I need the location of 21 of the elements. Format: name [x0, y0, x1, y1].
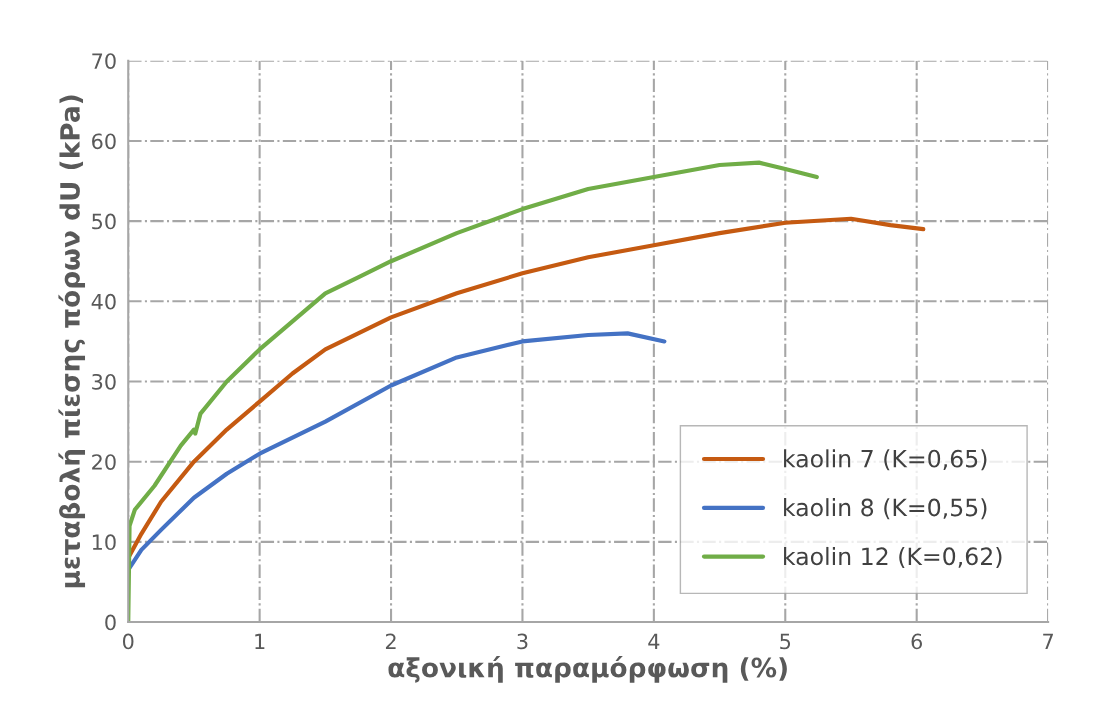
y-tick-label: 10 [92, 534, 116, 551]
legend-label: kaolin 8 (K=0,55) [784, 498, 987, 520]
x-tick-label: 6 [911, 633, 923, 650]
x-tick-label: 7 [1043, 633, 1053, 649]
y-tick-label: 20 [92, 454, 116, 470]
y-tick-label: 60 [92, 133, 116, 150]
y-tick-label: 50 [92, 213, 116, 230]
legend-label: kaolin 7 (K=0,65) [784, 449, 987, 471]
x-tick-label: 0 [122, 633, 134, 650]
y-tick-label: 30 [92, 373, 116, 390]
x-axis-title: αξονική παραμόρφωση (%) [388, 656, 787, 683]
legend-label: kaolin 12 (K=0,62) [784, 546, 1002, 568]
x-tick-label: 3 [517, 633, 528, 650]
y-tick-label: 40 [91, 293, 116, 310]
x-tick-label: 4 [648, 633, 660, 649]
x-tick-label: 5 [780, 633, 791, 650]
y-tick-label: 0 [105, 614, 116, 631]
y-axis-title: μεταβολή πίεσης πόρων dU (kPa) [58, 95, 86, 588]
x-tick-label: 2 [385, 633, 396, 649]
y-tick-label: 70 [92, 53, 116, 69]
x-tick-label: 1 [255, 633, 265, 649]
